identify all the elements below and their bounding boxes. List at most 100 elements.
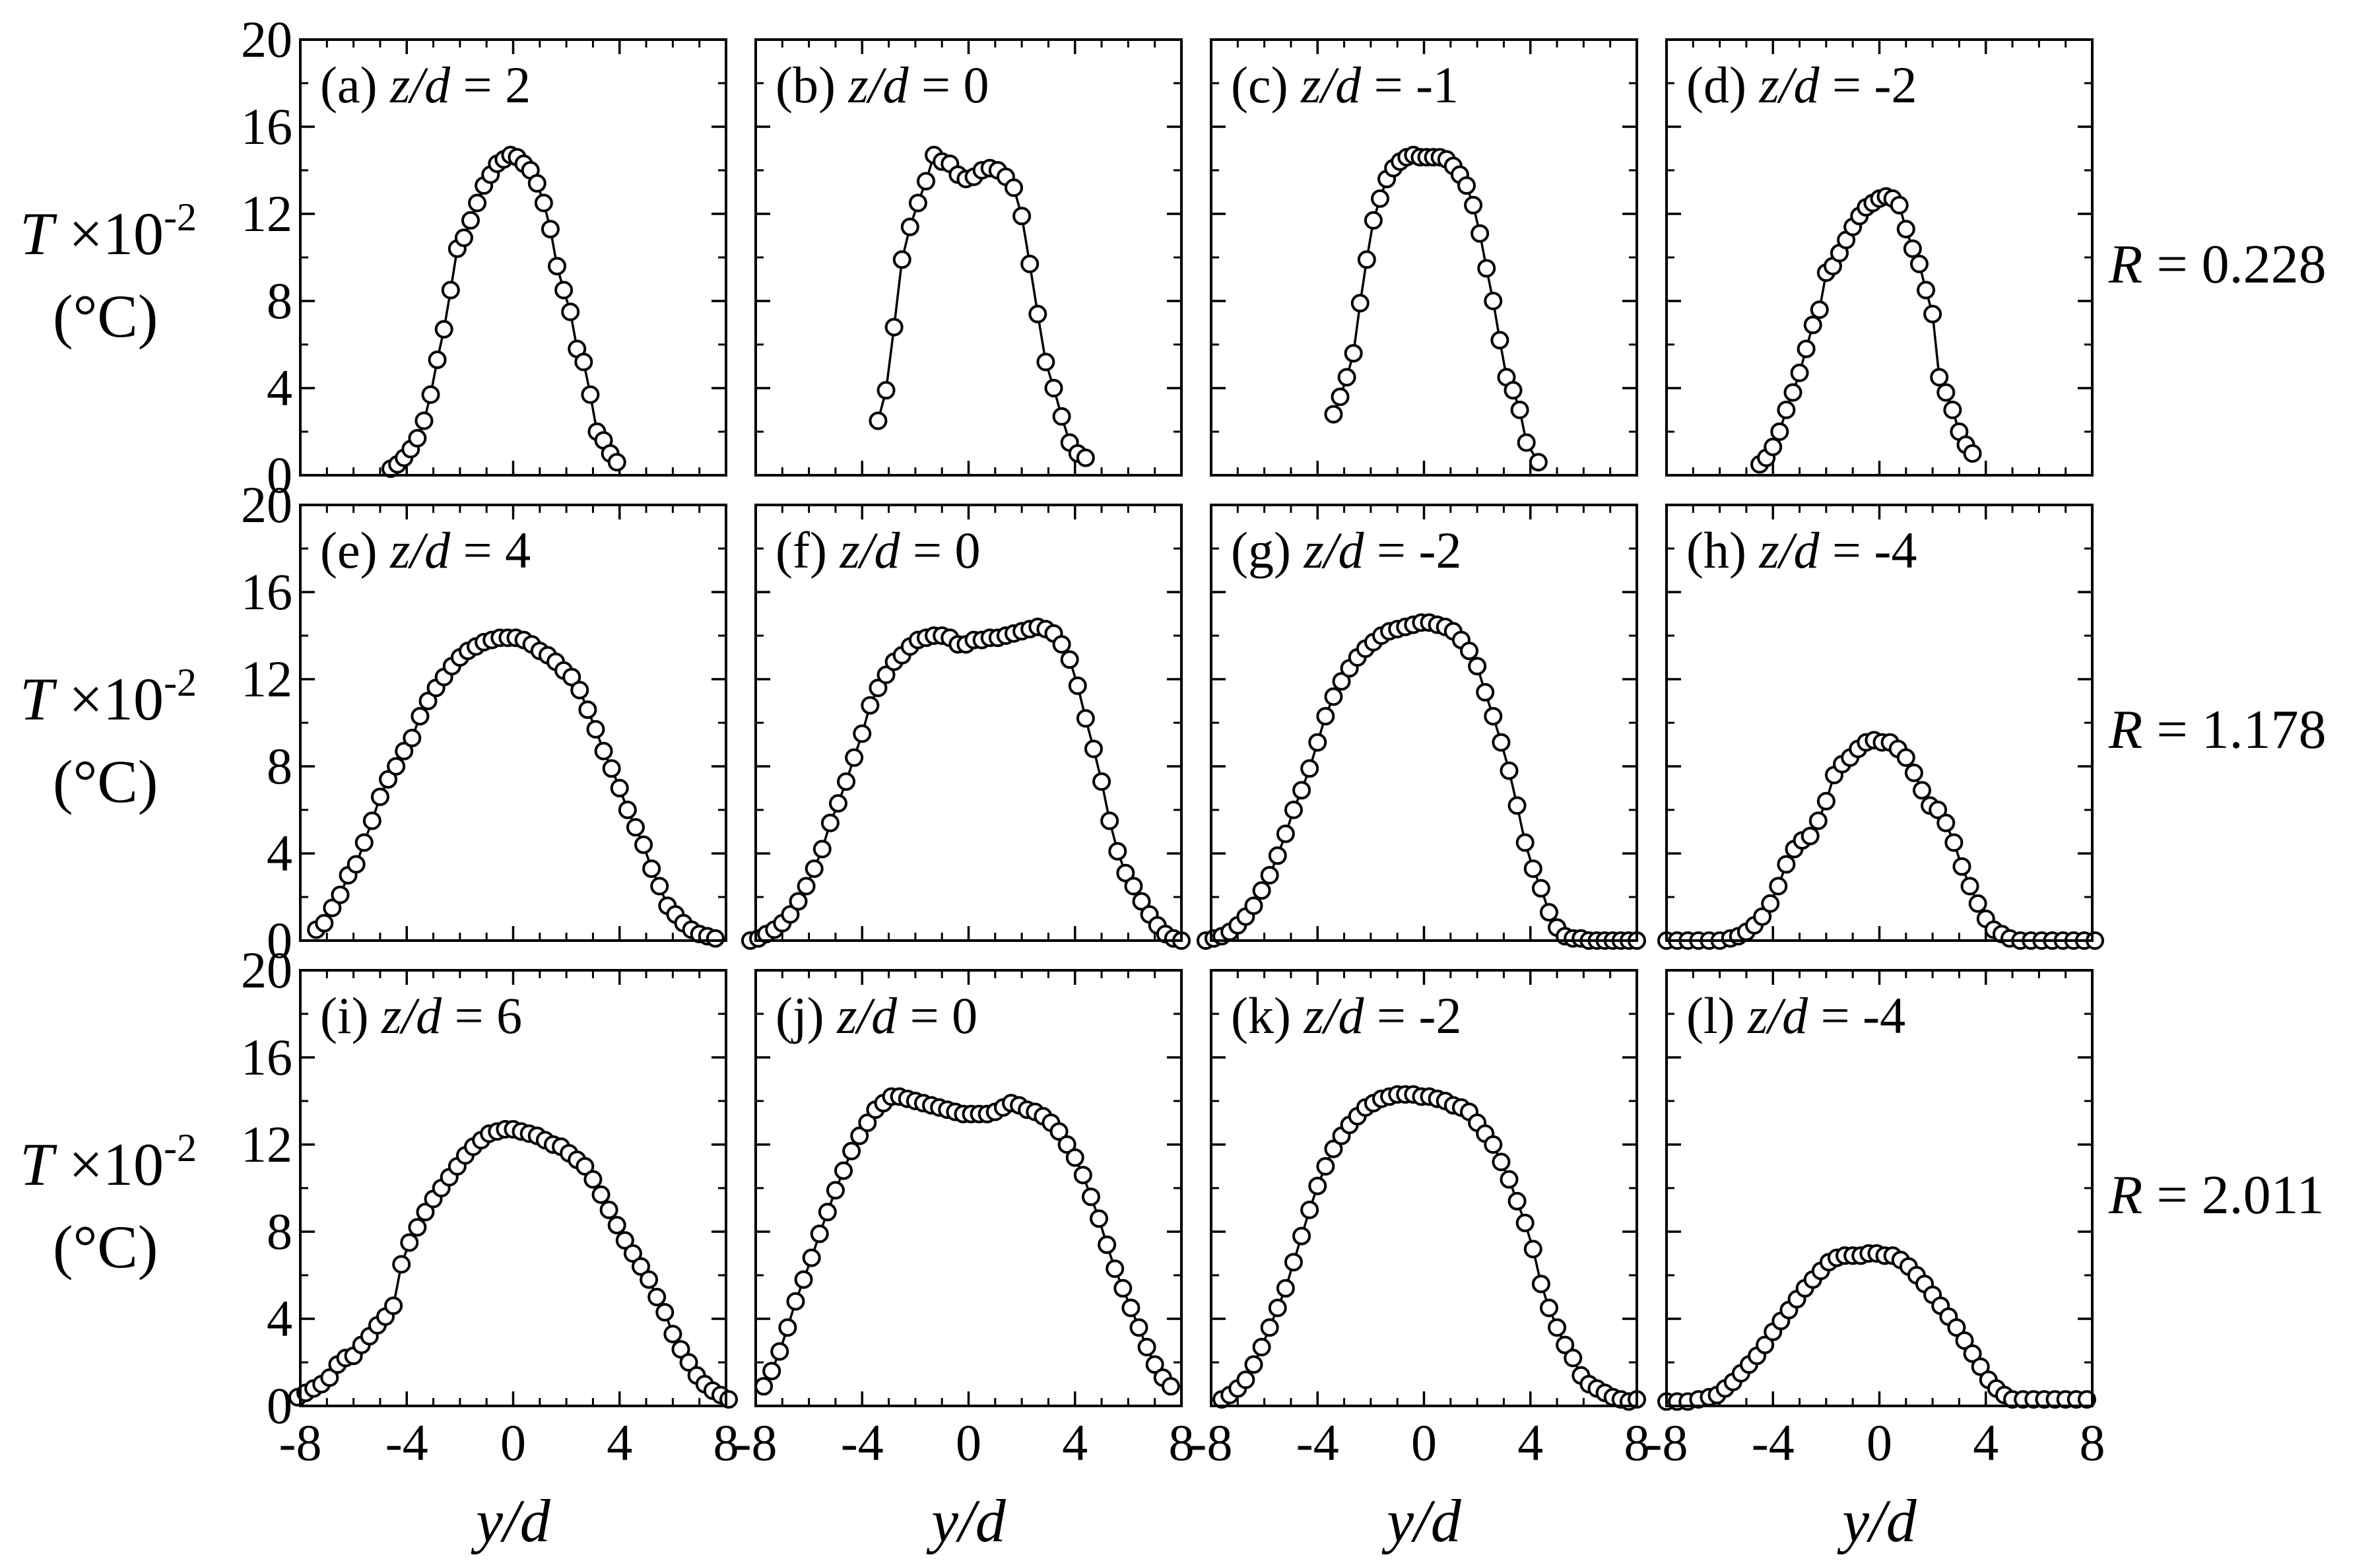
data-point <box>762 1362 781 1381</box>
data-point <box>1523 1240 1542 1259</box>
y-tick-label: 20 <box>241 476 292 533</box>
y-tick-label: 20 <box>241 11 292 68</box>
data-point <box>1090 1209 1109 1228</box>
panel-zd-value: = 0 <box>897 987 977 1044</box>
y-tick-label: 4 <box>267 824 292 882</box>
data-point <box>1971 1357 1990 1376</box>
data-point <box>1531 1275 1550 1294</box>
data-point <box>1904 763 1923 782</box>
data-point <box>387 757 406 776</box>
data-point <box>461 211 480 230</box>
axes-frame <box>754 504 1183 942</box>
data-point <box>1770 422 1789 441</box>
data-point <box>834 1161 853 1180</box>
data-point <box>858 1114 877 1132</box>
y-tick-label: 16 <box>241 563 292 620</box>
data-point <box>1944 833 1964 852</box>
data-point <box>418 692 438 710</box>
data-point <box>1108 842 1127 861</box>
data-point <box>1539 903 1558 922</box>
panel-d: (d) z/d = -2 <box>1665 38 2094 477</box>
data-point <box>1020 254 1040 273</box>
panel-l: (l) z/d = -4 -8 -4 0 4 8 <box>1645 969 2105 1471</box>
data-point <box>1484 292 1503 310</box>
data-point <box>1098 1235 1117 1254</box>
panel-label: (c) z/d = -1 <box>1231 56 1459 114</box>
data-point <box>1500 761 1519 780</box>
axes-frame <box>1665 38 2094 477</box>
data-point <box>1052 635 1071 654</box>
data-point <box>1236 1370 1255 1389</box>
y-axis-var: T <box>20 200 57 267</box>
row-r-label: R = 2.011 <box>2108 1164 2325 1226</box>
data-point <box>1331 387 1350 407</box>
x-tick-label: 8 <box>1624 1414 1650 1471</box>
data-point <box>1801 826 1820 846</box>
data-point <box>421 385 440 404</box>
x-axis-title: y/d <box>471 1487 550 1554</box>
data-point <box>1121 1298 1140 1317</box>
y-axis-var: T <box>20 665 57 733</box>
data-point <box>408 1218 427 1237</box>
data-point <box>1517 433 1536 452</box>
x-tick-label: 4 <box>1062 1414 1088 1471</box>
data-point <box>331 885 350 904</box>
data-point <box>794 1270 813 1289</box>
data-point <box>671 1340 690 1359</box>
panel-label: (g) z/d = -2 <box>1231 521 1461 579</box>
panel-letter: (d) <box>1686 56 1759 114</box>
data-point <box>900 217 919 236</box>
y-axis-title: T ×10-2 <box>20 661 197 733</box>
x-tick-label: -8 <box>735 1414 777 1471</box>
panel-zd-value: = -2 <box>1364 521 1461 579</box>
x-tick-label: 4 <box>1973 1414 1999 1471</box>
data-point <box>1337 368 1356 387</box>
data-point <box>1300 759 1319 778</box>
data-point <box>876 665 896 684</box>
data-point <box>1896 748 1915 767</box>
data-point <box>468 193 487 213</box>
panel-letter: (g) <box>1231 521 1304 579</box>
data-point <box>1810 300 1829 319</box>
y-tick-label: 8 <box>267 1203 292 1260</box>
y-axis-mult: ×10 <box>53 1131 164 1198</box>
data-point <box>1753 907 1772 926</box>
series-line <box>1667 739 2095 942</box>
panel-letter: (k) <box>1231 987 1304 1044</box>
data-point <box>789 892 808 911</box>
data-point <box>1963 1344 1982 1363</box>
data-point <box>818 1203 837 1222</box>
data-point <box>1044 379 1063 397</box>
data-point <box>1252 881 1271 900</box>
data-point <box>561 302 580 321</box>
data-point <box>1364 211 1383 230</box>
data-point <box>1137 1337 1156 1356</box>
data-point <box>1564 1349 1583 1368</box>
data-point <box>1923 304 1942 323</box>
data-point <box>1777 401 1796 419</box>
data-point <box>861 696 880 715</box>
data-point <box>428 350 447 370</box>
data-point <box>1284 801 1303 819</box>
y-tick-label: 4 <box>267 1290 292 1347</box>
data-point <box>581 385 600 404</box>
panel-zd-value: = 4 <box>450 521 531 579</box>
panel-letter: (c) <box>1231 56 1301 114</box>
data-point <box>1244 896 1263 916</box>
panel-letter: (h) <box>1686 521 1759 579</box>
data-point <box>1955 1331 1974 1350</box>
data-point <box>392 1255 411 1274</box>
axes-frame <box>1210 38 1638 477</box>
data-point <box>527 174 546 193</box>
data-point <box>1244 1355 1263 1374</box>
data-point <box>534 193 553 213</box>
data-point <box>1803 316 1822 335</box>
data-point <box>770 1342 789 1361</box>
data-point <box>1756 1335 1775 1354</box>
data-point <box>1457 176 1476 195</box>
data-point <box>1057 1135 1076 1154</box>
data-point <box>347 855 366 874</box>
data-point <box>837 772 856 791</box>
data-point <box>1068 676 1087 695</box>
data-point <box>850 1126 869 1145</box>
